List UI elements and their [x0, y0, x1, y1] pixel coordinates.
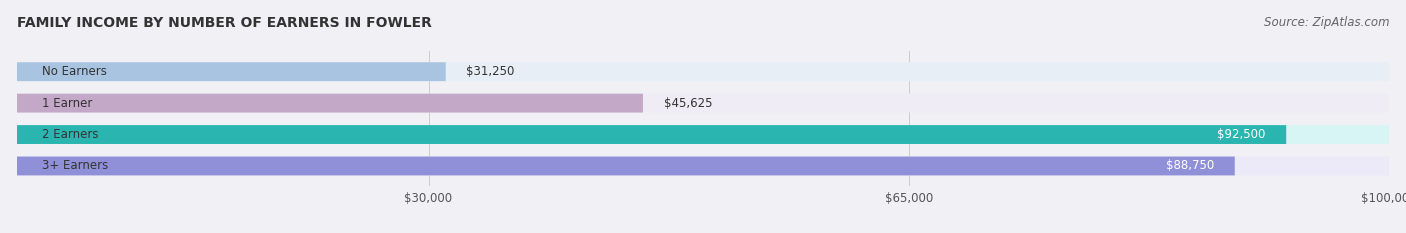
- Text: 2 Earners: 2 Earners: [42, 128, 98, 141]
- FancyBboxPatch shape: [17, 157, 1389, 175]
- Text: FAMILY INCOME BY NUMBER OF EARNERS IN FOWLER: FAMILY INCOME BY NUMBER OF EARNERS IN FO…: [17, 16, 432, 30]
- FancyBboxPatch shape: [17, 157, 1234, 175]
- Text: No Earners: No Earners: [42, 65, 107, 78]
- FancyBboxPatch shape: [17, 94, 1389, 113]
- FancyBboxPatch shape: [17, 62, 446, 81]
- Text: 3+ Earners: 3+ Earners: [42, 159, 108, 172]
- Text: 1 Earner: 1 Earner: [42, 97, 91, 110]
- Text: $31,250: $31,250: [467, 65, 515, 78]
- FancyBboxPatch shape: [17, 125, 1389, 144]
- FancyBboxPatch shape: [17, 94, 643, 113]
- Text: $45,625: $45,625: [664, 97, 711, 110]
- FancyBboxPatch shape: [17, 62, 1389, 81]
- Text: Source: ZipAtlas.com: Source: ZipAtlas.com: [1264, 16, 1389, 29]
- Text: $92,500: $92,500: [1218, 128, 1265, 141]
- FancyBboxPatch shape: [17, 125, 1286, 144]
- Text: $88,750: $88,750: [1166, 159, 1215, 172]
